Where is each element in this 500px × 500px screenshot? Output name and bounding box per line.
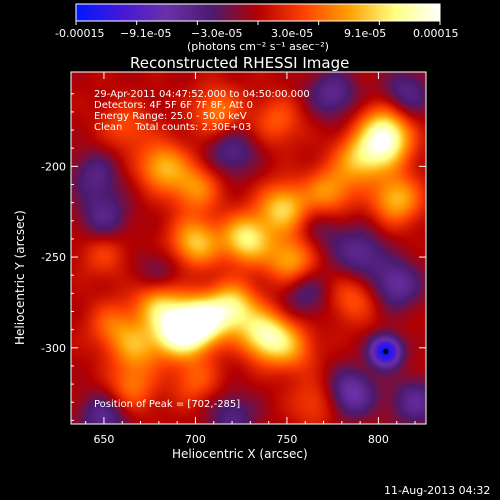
- minimum-marker: [383, 348, 389, 354]
- y-tick-label: -200: [41, 160, 66, 173]
- y-tick-label: -250: [41, 251, 66, 264]
- y-axis-label: Heliocentric Y (arcsec): [13, 210, 27, 345]
- x-tick-label: 750: [276, 433, 297, 446]
- plot-area: 650 700 750 800 -200 -250 -300: [41, 71, 427, 446]
- x-tick-label: 800: [368, 433, 389, 446]
- colorbar-gradient: [75, 3, 441, 22]
- plot-frame: [70, 71, 427, 425]
- colorbar-tick-label: −9.1e-05: [120, 27, 171, 40]
- colorbar: -0.00015 −9.1e-05 −3.0e-05 3.0e-05 9.1e-…: [55, 3, 459, 53]
- info-line-clean: Clean Total counts: 2.30E+03: [94, 122, 251, 133]
- info-line-energy: Energy Range: 25.0 - 50.0 keV: [94, 111, 247, 122]
- info-overlay: 29-Apr-2011 04:47:52.000 to 04:50:00.000…: [94, 89, 310, 410]
- x-tick-label: 650: [93, 433, 114, 446]
- peak-position-label: Position of Peak = [702,-285]: [94, 399, 240, 410]
- colorbar-unit-label: (photons cm⁻² s⁻¹ asec⁻²): [187, 40, 329, 53]
- timestamp: 11-Aug-2013 04:32: [384, 484, 490, 497]
- colorbar-tick-label: 0.00015: [413, 27, 459, 40]
- colorbar-tick-label: -0.00015: [55, 27, 104, 40]
- chart-title: Reconstructed RHESSI Image: [130, 54, 349, 72]
- heatmap-image: [71, 72, 426, 424]
- x-tick-label: 700: [185, 433, 206, 446]
- info-line-detectors: Detectors: 4F 5F 6F 7F 8F, Att 0: [94, 100, 253, 111]
- colorbar-tick-label: 3.0e-05: [271, 27, 313, 40]
- info-line-time: 29-Apr-2011 04:47:52.000 to 04:50:00.000: [94, 89, 310, 100]
- y-tick-label: -300: [41, 342, 66, 355]
- colorbar-tick-label: 9.1e-05: [344, 27, 386, 40]
- x-axis-label: Heliocentric X (arcsec): [172, 447, 308, 461]
- colorbar-tick-label: −3.0e-05: [191, 27, 242, 40]
